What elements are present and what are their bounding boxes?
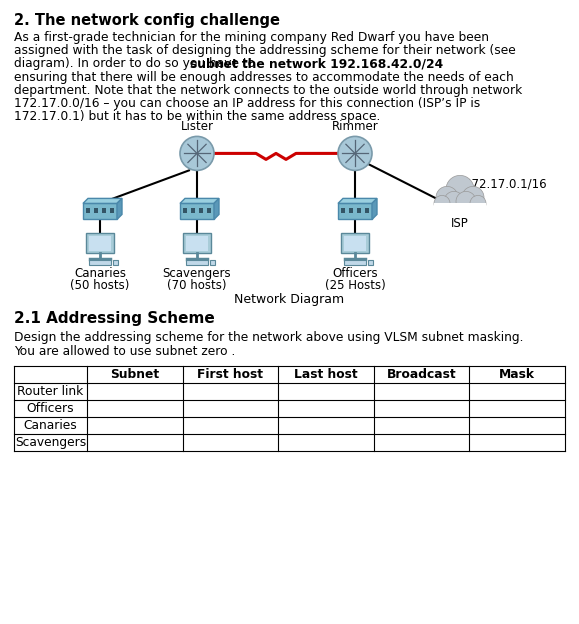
Text: 172.17.0.1/16: 172.17.0.1/16 <box>465 177 548 190</box>
Polygon shape <box>372 198 377 220</box>
Bar <box>89 236 111 251</box>
Circle shape <box>470 195 486 212</box>
Text: Network Diagram: Network Diagram <box>234 293 344 306</box>
Text: (70 hosts): (70 hosts) <box>167 280 227 293</box>
Bar <box>357 208 361 213</box>
Polygon shape <box>180 198 219 203</box>
Bar <box>368 260 373 265</box>
Circle shape <box>436 187 458 208</box>
Bar <box>341 233 369 253</box>
Text: Scavengers: Scavengers <box>163 268 232 280</box>
Text: Rimmer: Rimmer <box>332 120 378 134</box>
Text: 2.1 Addressing Scheme: 2.1 Addressing Scheme <box>14 311 215 326</box>
Text: Broadcast: Broadcast <box>387 368 456 381</box>
Polygon shape <box>214 198 219 220</box>
Text: Officers: Officers <box>27 402 74 415</box>
Circle shape <box>180 137 214 170</box>
Polygon shape <box>338 198 377 203</box>
Text: 2. The network config challenge: 2. The network config challenge <box>14 13 280 28</box>
Bar <box>199 208 203 213</box>
Bar <box>341 208 345 213</box>
Polygon shape <box>117 198 122 220</box>
Polygon shape <box>83 198 122 203</box>
Bar <box>86 208 90 213</box>
Text: Last host: Last host <box>294 368 358 381</box>
Text: subnet the network 192.168.42.0/24: subnet the network 192.168.42.0/24 <box>190 57 443 71</box>
Text: Mask: Mask <box>499 368 535 381</box>
Text: Design the addressing scheme for the network above using VLSM subnet masking.: Design the addressing scheme for the net… <box>14 331 523 344</box>
Text: Subnet: Subnet <box>110 368 159 381</box>
Bar <box>338 203 372 220</box>
Bar <box>186 260 208 265</box>
Circle shape <box>444 192 464 212</box>
Text: diagram). In order to do so you have to: diagram). In order to do so you have to <box>14 57 259 71</box>
Text: Lister: Lister <box>181 120 214 134</box>
Bar <box>183 233 211 253</box>
Text: First host: First host <box>197 368 263 381</box>
Text: 172.17.0.0/16 – you can choose an IP address for this connection (ISP’s IP is: 172.17.0.0/16 – you can choose an IP add… <box>14 97 480 110</box>
Bar <box>180 203 214 220</box>
Bar <box>349 208 353 213</box>
Text: assigned with the task of designing the addressing scheme for their network (see: assigned with the task of designing the … <box>14 44 516 57</box>
Circle shape <box>462 187 484 208</box>
Circle shape <box>446 175 474 203</box>
Bar <box>344 260 366 265</box>
Text: Officers: Officers <box>332 268 378 280</box>
Text: Router link: Router link <box>17 385 83 398</box>
Bar <box>207 208 211 213</box>
Bar <box>113 260 118 265</box>
Text: As a first-grade technician for the mining company Red Dwarf you have been: As a first-grade technician for the mini… <box>14 31 489 44</box>
Bar <box>365 208 369 213</box>
Text: Canaries: Canaries <box>24 419 78 432</box>
Bar <box>210 260 215 265</box>
Text: department. Note that the network connects to the outside world through network: department. Note that the network connec… <box>14 84 522 97</box>
Bar <box>110 208 114 213</box>
Circle shape <box>434 195 450 212</box>
Text: Scavengers: Scavengers <box>15 436 86 449</box>
Text: ensuring that there will be enough addresses to accommodate the needs of each: ensuring that there will be enough addre… <box>14 71 514 84</box>
Text: (50 hosts): (50 hosts) <box>70 280 130 293</box>
Bar <box>102 208 106 213</box>
Circle shape <box>456 192 476 212</box>
Text: ISP: ISP <box>451 217 469 230</box>
Bar <box>89 260 111 265</box>
Bar <box>434 203 486 213</box>
Bar <box>344 236 366 251</box>
Bar <box>86 233 114 253</box>
Bar <box>83 203 117 220</box>
Circle shape <box>338 137 372 170</box>
Text: (25 Hosts): (25 Hosts) <box>325 280 386 293</box>
Bar <box>186 236 208 251</box>
Text: You are allowed to use subnet zero .: You are allowed to use subnet zero . <box>14 344 236 358</box>
Bar <box>183 208 187 213</box>
Bar <box>94 208 98 213</box>
Text: Canaries: Canaries <box>74 268 126 280</box>
Bar <box>191 208 195 213</box>
Text: 172.17.0.1) but it has to be within the same address space.: 172.17.0.1) but it has to be within the … <box>14 110 380 123</box>
